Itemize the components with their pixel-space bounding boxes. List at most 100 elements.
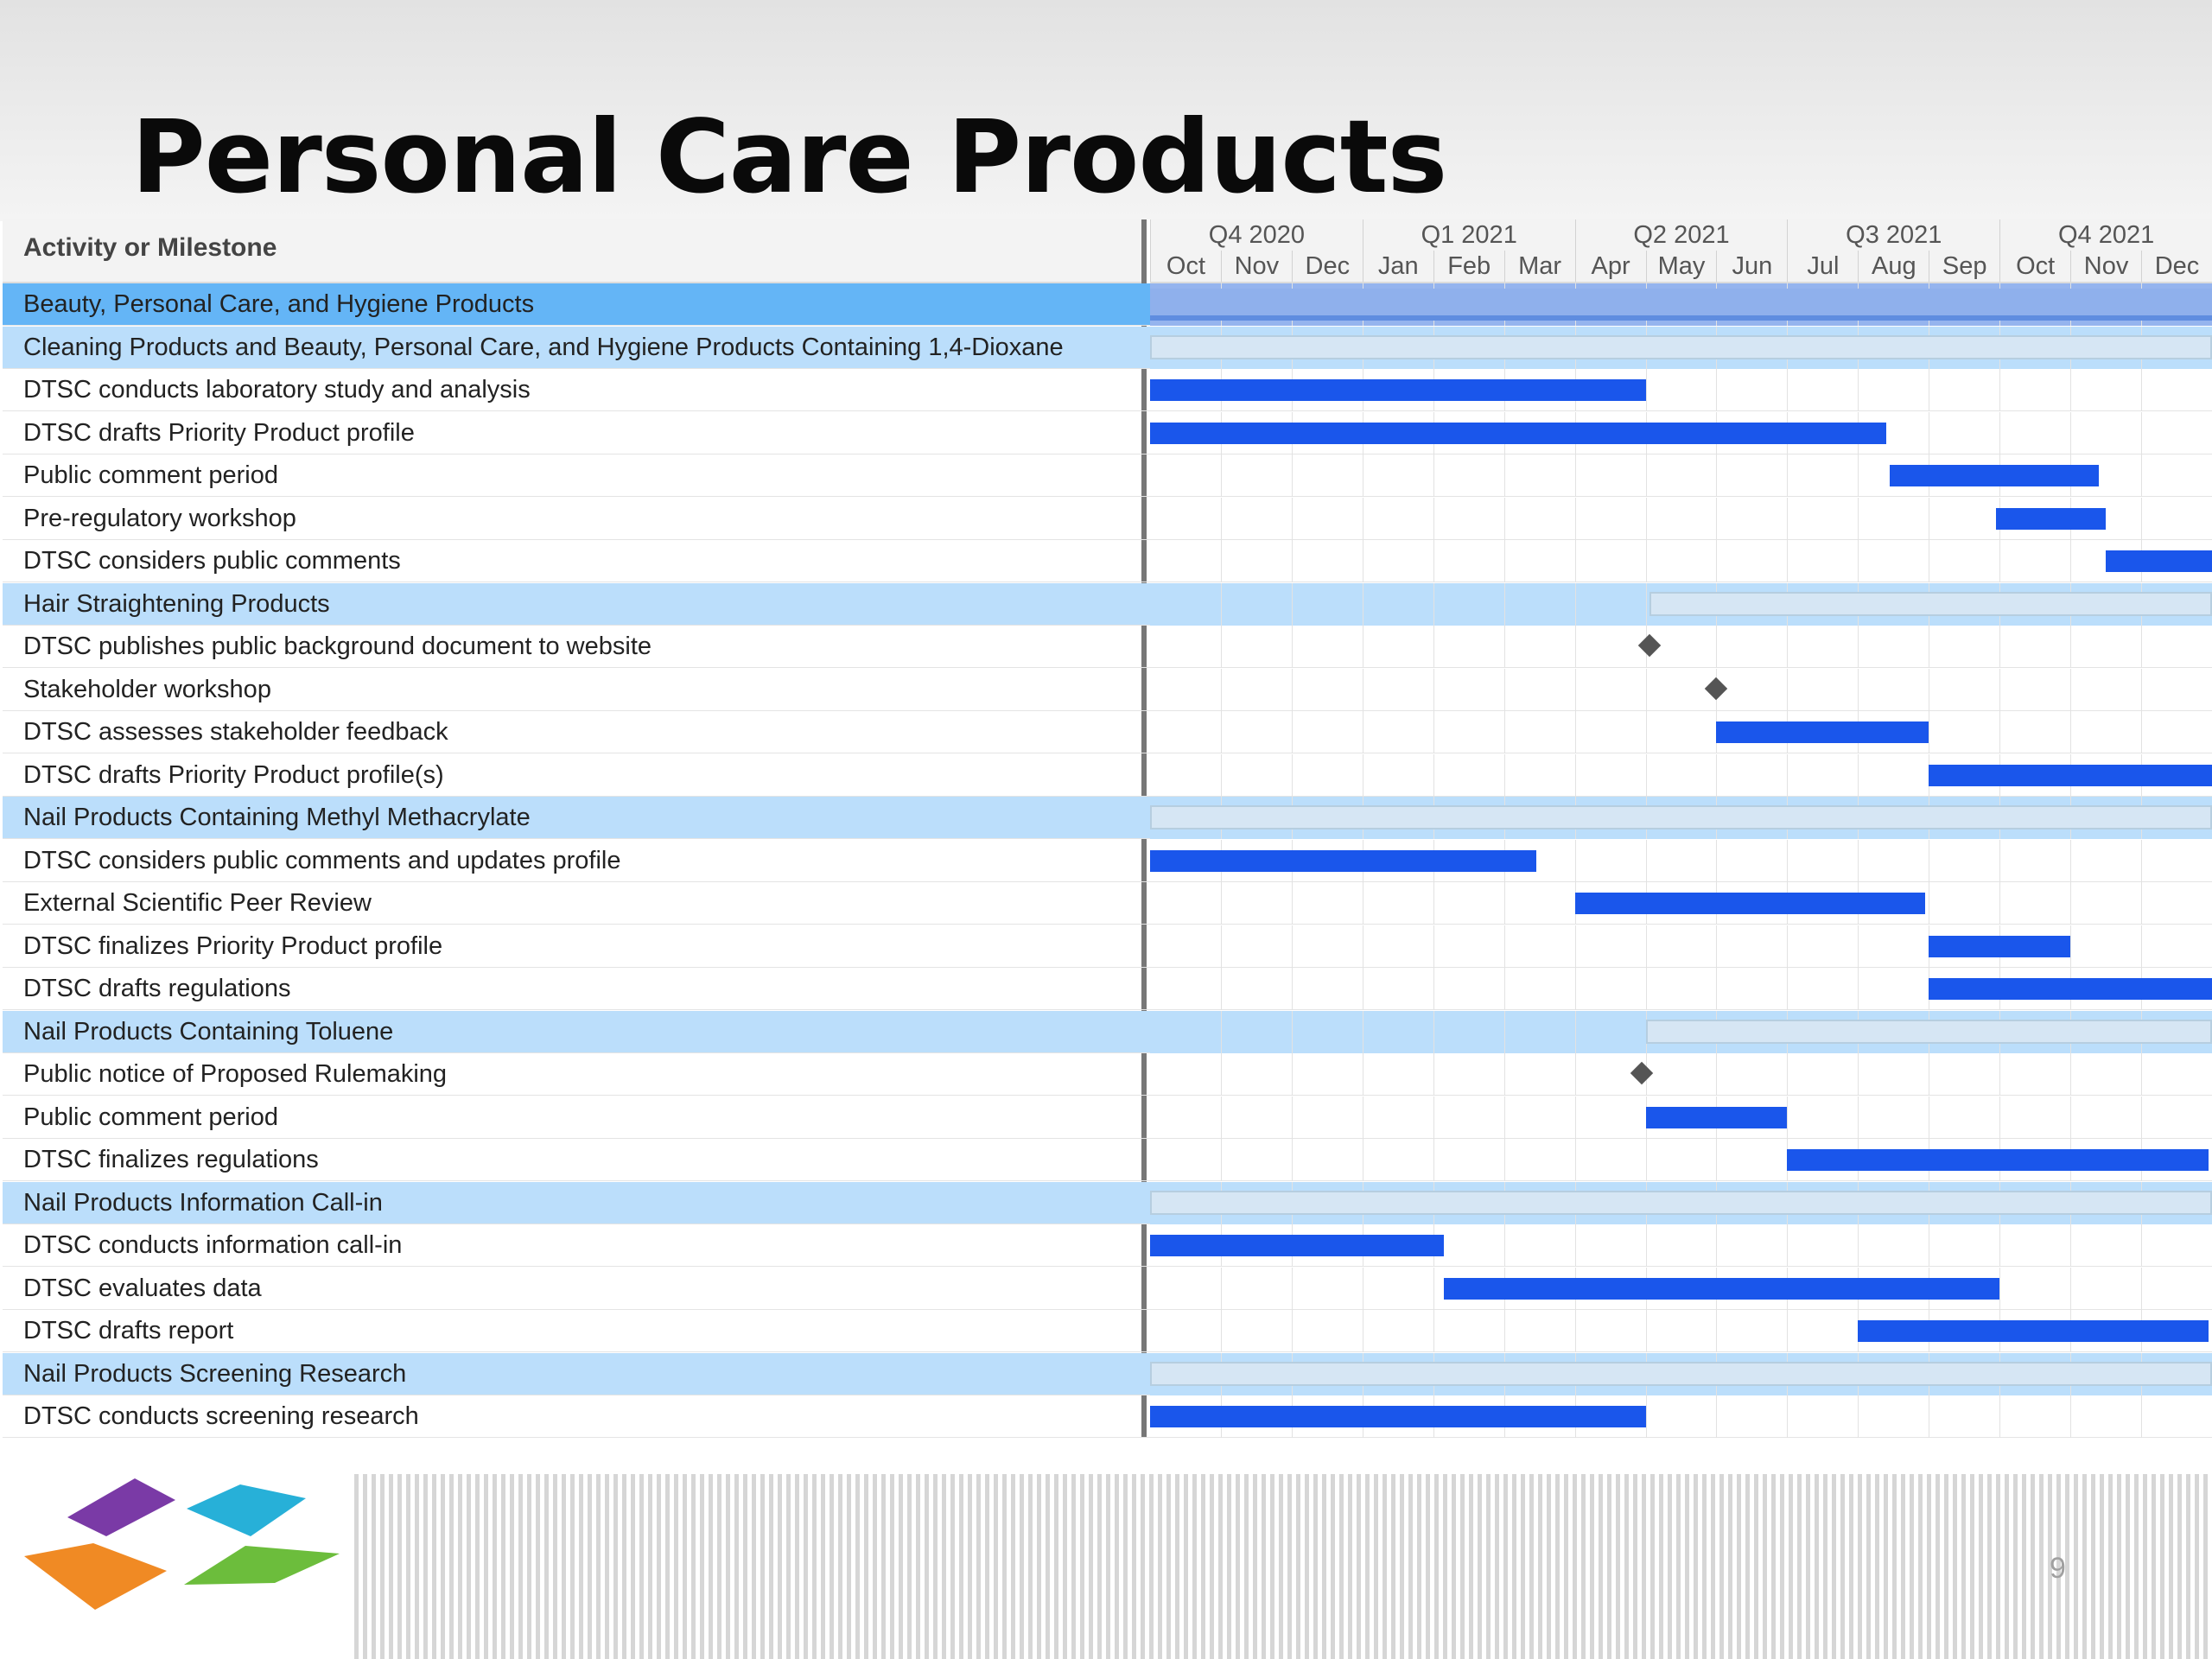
month-gridline [1716, 454, 1718, 497]
group-row[interactable]: Nail Products Containing Toluene [3, 1010, 2212, 1053]
timeline-header: Q4 2020 Q1 2021 Q2 2021 Q3 2021 Q4 2021 Oct N… [1150, 219, 2212, 283]
task-bar[interactable] [2106, 550, 2212, 572]
month-gridline [1858, 497, 1859, 540]
month-gridline [1433, 1267, 1434, 1310]
milestone-diamond[interactable] [1637, 633, 1661, 658]
milestone-diamond[interactable] [1630, 1061, 1654, 1085]
task-bar[interactable] [1929, 935, 2071, 957]
month-header: Jan [1362, 251, 1433, 282]
month-gridline [1716, 369, 1718, 411]
task-row[interactable]: DTSC conducts screening research [3, 1395, 2212, 1438]
group-row[interactable]: Cleaning Products and Beauty, Personal C… [3, 326, 2212, 369]
month-header: Mar [1503, 251, 1575, 282]
month-gridline [1574, 1053, 1576, 1096]
task-bar[interactable] [1150, 379, 1646, 401]
month-gridline [1220, 454, 1222, 497]
month-gridline [1716, 1395, 1718, 1438]
task-bar[interactable] [1150, 849, 1536, 872]
task-bar[interactable] [1645, 1106, 1788, 1128]
month-gridline [1503, 626, 1505, 668]
task-row[interactable]: Stakeholder workshop [3, 668, 2212, 711]
group-row[interactable]: Nail Products Information Call-in [3, 1181, 2212, 1224]
month-gridline [2070, 711, 2072, 753]
month-gridline [2141, 626, 2143, 668]
month-gridline [1999, 1395, 2001, 1438]
task-row[interactable]: Public comment period [3, 1096, 2212, 1139]
month-gridline [1220, 882, 1222, 925]
summary-bar[interactable] [1150, 1190, 2212, 1215]
task-bar[interactable] [1150, 1235, 1445, 1256]
month-gridline [2070, 411, 2072, 454]
summary-bar[interactable] [1649, 591, 2212, 616]
group-row[interactable]: Nail Products Screening Research [3, 1352, 2212, 1395]
summary-bar[interactable] [1150, 334, 2212, 359]
task-bar[interactable] [1858, 1320, 2209, 1342]
task-row[interactable]: DTSC considers public comments and updat… [3, 839, 2212, 882]
month-gridline [1220, 1053, 1222, 1096]
group-row[interactable]: Nail Products Containing Methyl Methacry… [3, 797, 2212, 839]
month-gridline [1645, 1395, 1647, 1438]
month-gridline [1291, 1139, 1293, 1181]
task-bar[interactable] [1150, 1406, 1646, 1427]
row-label: DTSC finalizes regulations [23, 1146, 319, 1173]
task-bar[interactable] [1787, 1149, 2209, 1171]
month-gridline [2141, 668, 2143, 711]
task-row[interactable]: DTSC conducts information call-in [3, 1224, 2212, 1267]
logo-orange-diamond [24, 1543, 167, 1610]
row-label: Public notice of Proposed Rulemaking [23, 1060, 448, 1088]
task-row[interactable]: Public notice of Proposed Rulemaking [3, 1053, 2212, 1096]
month-gridline [2070, 925, 2072, 968]
month-gridline [2070, 369, 2072, 411]
summary-bar[interactable] [1150, 1361, 2212, 1386]
task-row[interactable]: DTSC publishes public background documen… [3, 626, 2212, 668]
task-row[interactable]: External Scientific Peer Review [3, 882, 2212, 925]
summary-bar[interactable] [1645, 1019, 2212, 1044]
month-gridline [1291, 497, 1293, 540]
task-bar[interactable] [1890, 465, 2099, 486]
month-gridline [1503, 454, 1505, 497]
month-gridline [1503, 1310, 1505, 1352]
month-gridline [2070, 1395, 2072, 1438]
task-bar[interactable] [1929, 978, 2212, 1000]
month-gridline [1999, 1096, 2001, 1139]
task-row[interactable]: DTSC drafts Priority Product profile(s) [3, 753, 2212, 797]
month-gridline [1645, 369, 1647, 411]
task-bar[interactable] [1574, 893, 1926, 914]
month-gridline [1433, 454, 1434, 497]
month-gridline [1858, 753, 1859, 797]
gantt-chart: Activity or Milestone Q4 2020 Q1 2021 Q2 2… [3, 219, 2212, 1438]
row-label: DTSC evaluates data [23, 1274, 262, 1302]
task-row[interactable]: DTSC conducts laboratory study and analy… [3, 369, 2212, 411]
row-timeline [1150, 1395, 2212, 1438]
milestone-diamond[interactable] [1705, 677, 1728, 700]
task-bar[interactable] [1996, 507, 2107, 530]
month-gridline [1716, 497, 1718, 540]
logo-green-diamond [184, 1546, 340, 1585]
task-row[interactable]: DTSC assesses stakeholder feedback [3, 711, 2212, 753]
month-gridline [1220, 753, 1222, 797]
task-row[interactable]: DTSC evaluates data [3, 1267, 2212, 1310]
task-row[interactable]: DTSC drafts regulations [3, 968, 2212, 1010]
footer-stripe-band [354, 1474, 2212, 1659]
task-row[interactable]: DTSC drafts report [3, 1310, 2212, 1352]
month-gridline [2141, 497, 2143, 540]
group-row[interactable]: Beauty, Personal Care, and Hygiene Produ… [3, 283, 2212, 326]
month-gridline [2070, 1267, 2072, 1310]
month-gridline [1220, 668, 1222, 711]
summary-bar[interactable] [1150, 805, 2212, 830]
task-bar[interactable] [1929, 764, 2212, 786]
task-bar[interactable] [1444, 1277, 2000, 1300]
task-row[interactable]: Pre-regulatory workshop [3, 497, 2212, 540]
task-row[interactable]: Public comment period [3, 454, 2212, 497]
task-bar[interactable] [1716, 721, 1929, 743]
row-timeline [1150, 839, 2212, 882]
task-row[interactable]: DTSC finalizes Priority Product profile [3, 925, 2212, 968]
group-row[interactable]: Hair Straightening Products [3, 582, 2212, 626]
task-bar[interactable] [1150, 422, 1887, 444]
task-row[interactable]: DTSC considers public comments [3, 540, 2212, 582]
month-gridline [1291, 540, 1293, 582]
summary-bar[interactable] [1150, 289, 2212, 321]
task-row[interactable]: DTSC finalizes regulations [3, 1139, 2212, 1181]
month-gridline [2070, 1224, 2072, 1267]
task-row[interactable]: DTSC drafts Priority Product profile [3, 411, 2212, 454]
